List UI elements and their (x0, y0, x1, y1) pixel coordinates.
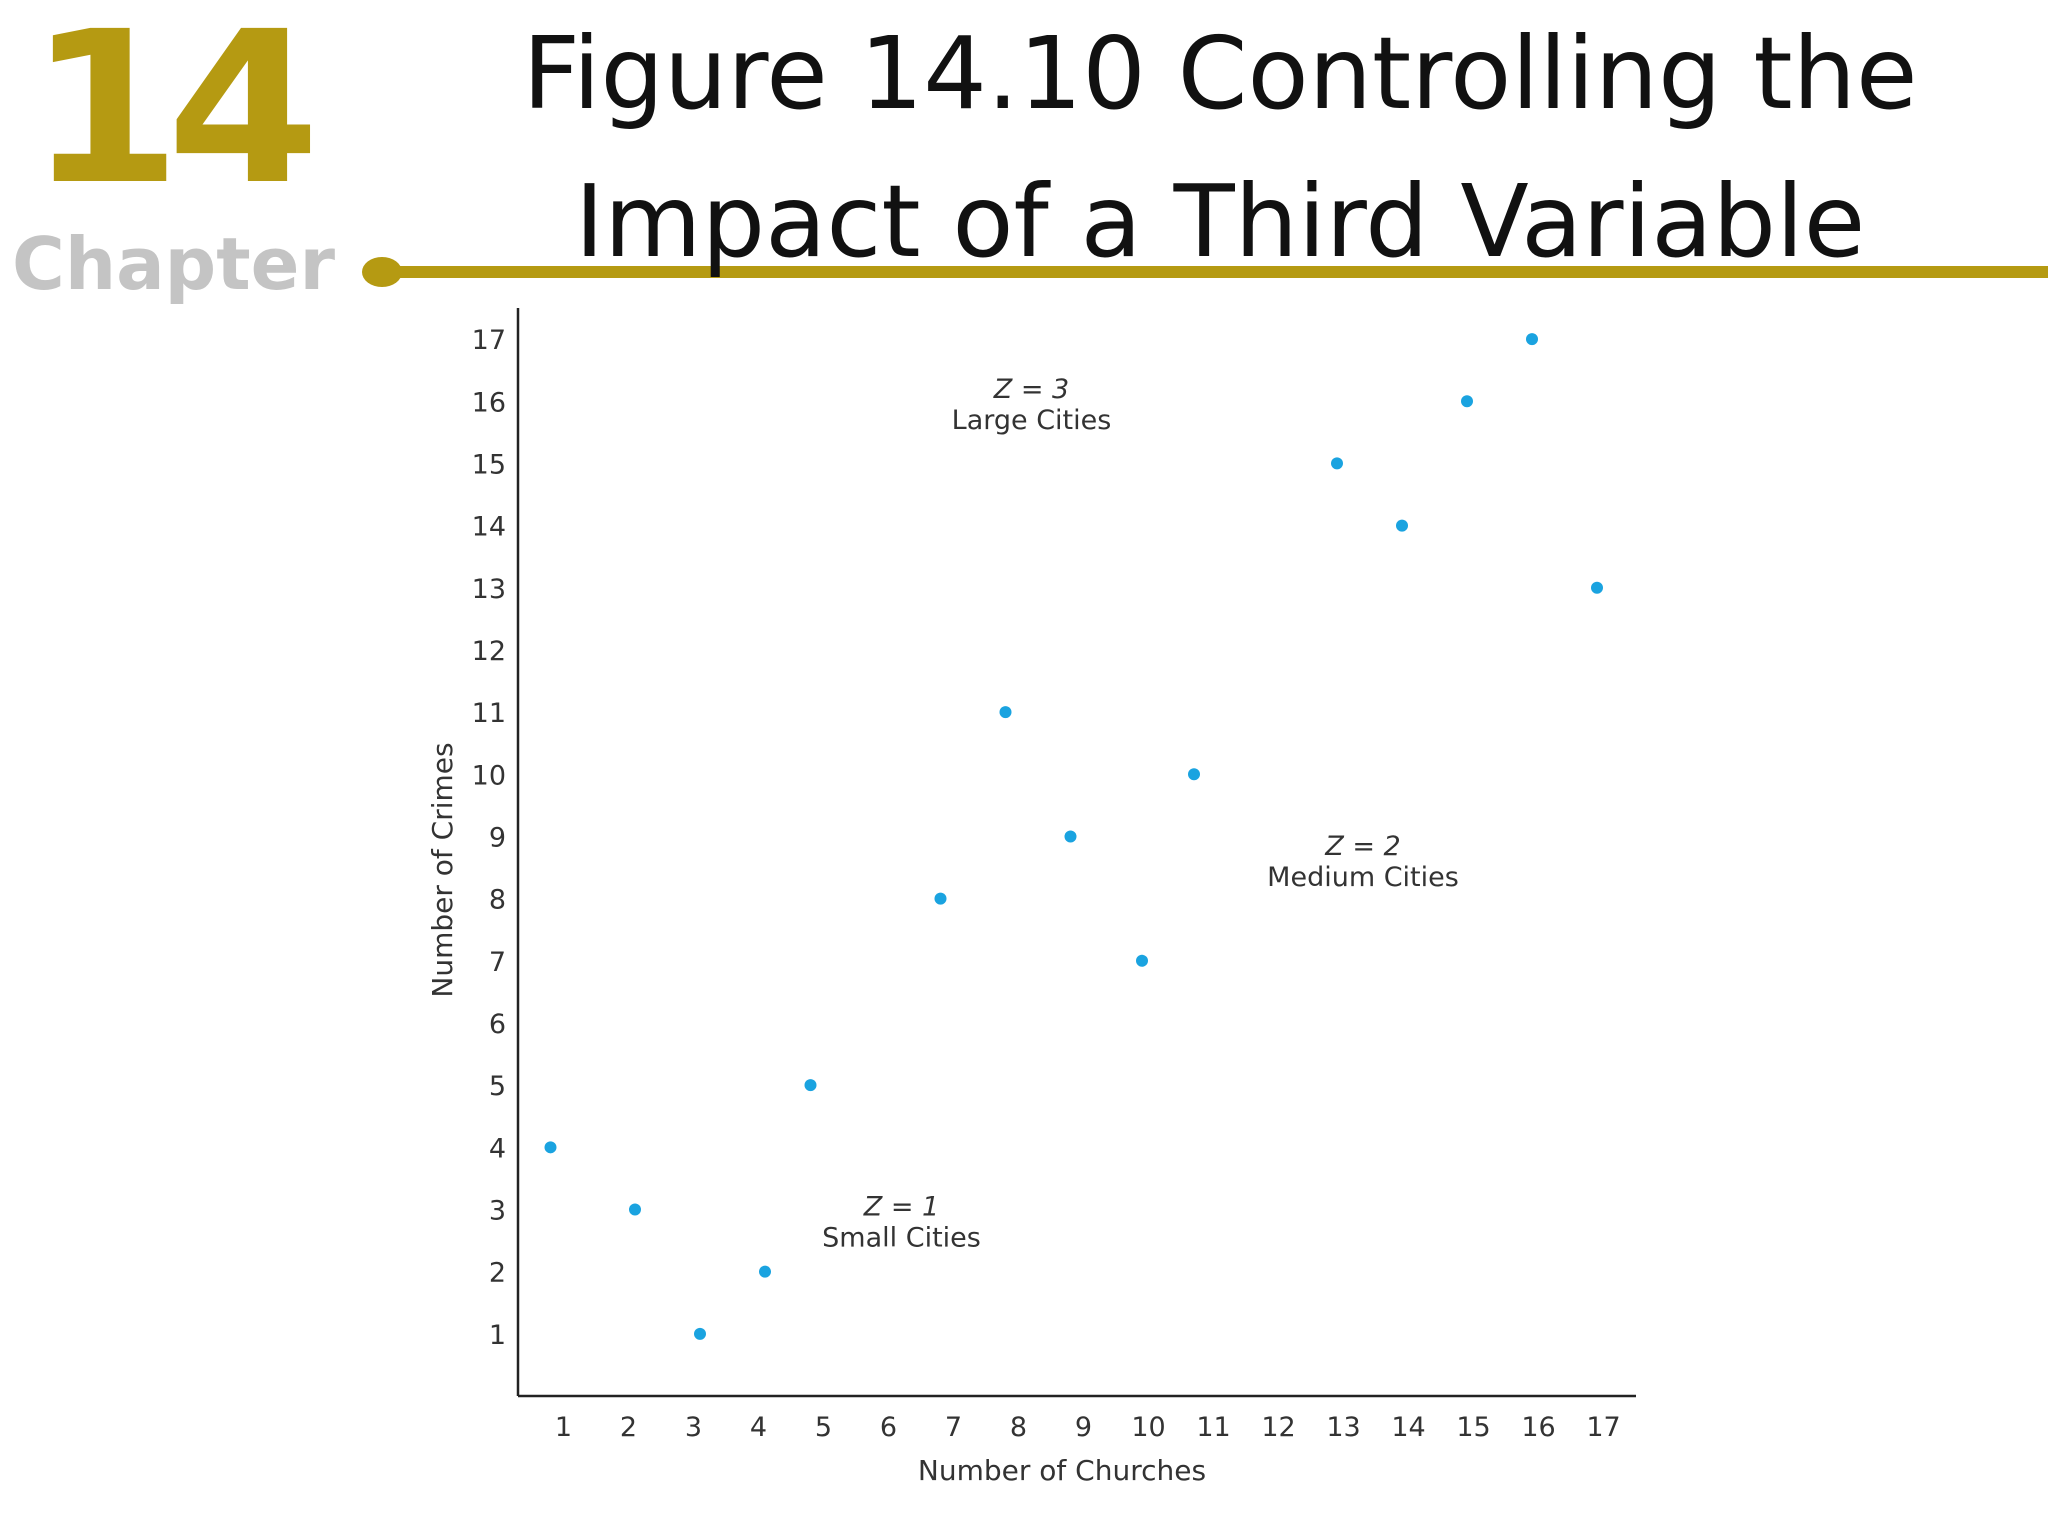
y-tick-label: 2 (489, 1258, 506, 1289)
annotation-group-label: Z = 3 (993, 374, 1069, 405)
y-tick-label: 14 (472, 512, 506, 543)
data-point (544, 1141, 557, 1154)
y-tick-label: 12 (472, 636, 506, 667)
chapter-number: 14 (28, 0, 320, 231)
y-tick-label: 15 (472, 449, 506, 480)
data-point (694, 1327, 706, 1340)
annotation-group-label: Z = 2 (1324, 831, 1400, 862)
x-tick-label: 13 (1326, 1412, 1360, 1443)
x-tick-label: 11 (1196, 1412, 1230, 1443)
x-tick-label: 12 (1261, 1412, 1295, 1443)
x-tick-label: 10 (1131, 1412, 1165, 1443)
data-point (1461, 395, 1473, 408)
y-tick-label: 16 (472, 387, 506, 418)
annotation-group-name: Medium Cities (1267, 862, 1459, 893)
data-point (1064, 830, 1077, 843)
y-tick-label: 7 (489, 947, 506, 978)
slide-title-line-2: Impact of a Third Variable (574, 163, 1866, 280)
x-tick-labels: 1 2 3 4 5 6 7 8 9 10 11 12 13 14 15 16 17 (555, 1412, 1621, 1443)
x-tick-label: 8 (1010, 1412, 1027, 1443)
data-point (934, 892, 947, 905)
data-point (1136, 954, 1148, 967)
y-tick-label: 11 (472, 698, 506, 729)
x-tick-label: 7 (945, 1412, 962, 1443)
data-point (1188, 768, 1200, 781)
y-tick-label: 3 (489, 1195, 506, 1226)
x-axis-label: Number of Churches (918, 1454, 1206, 1487)
x-tick-label: 6 (880, 1412, 897, 1443)
data-point (804, 1079, 817, 1092)
data-point (1331, 457, 1343, 470)
data-point (1591, 581, 1603, 594)
x-tick-label: 17 (1586, 1412, 1620, 1443)
slide-title: Figure 14.10 Controlling the Impact of a… (400, 0, 2040, 296)
data-point (1526, 333, 1538, 346)
x-tick-label: 5 (815, 1412, 832, 1443)
y-tick-label: 10 (472, 760, 506, 791)
x-tick-label: 15 (1456, 1412, 1490, 1443)
y-tick-label: 5 (489, 1071, 506, 1102)
x-tick-label: 14 (1391, 1412, 1425, 1443)
data-point (1396, 519, 1408, 532)
header-rule (380, 266, 2048, 278)
data-point (759, 1265, 771, 1278)
annotation-group-name: Small Cities (822, 1223, 981, 1254)
annotation-group-name: Large Cities (952, 405, 1112, 436)
data-points (544, 333, 1603, 1340)
data-point (629, 1203, 641, 1216)
y-tick-label: 1 (489, 1320, 506, 1351)
y-tick-label: 9 (489, 822, 506, 853)
slide-title-line-1: Figure 14.10 Controlling the (522, 15, 1918, 132)
x-tick-label: 1 (555, 1412, 572, 1443)
y-tick-label: 6 (489, 1009, 506, 1040)
y-tick-label: 13 (472, 574, 506, 605)
y-tick-label: 8 (489, 885, 506, 916)
y-tick-label: 4 (489, 1133, 506, 1164)
data-point (999, 706, 1012, 719)
x-tick-label: 16 (1521, 1412, 1555, 1443)
x-tick-label: 3 (685, 1412, 702, 1443)
x-tick-label: 2 (620, 1412, 637, 1443)
y-tick-label: 17 (472, 325, 506, 356)
annotation-group-label: Z = 1 (863, 1192, 939, 1223)
y-axis-label: Number of Crimes (426, 742, 459, 997)
x-tick-label: 4 (750, 1412, 767, 1443)
x-tick-label: 9 (1075, 1412, 1092, 1443)
chapter-label: Chapter (12, 222, 335, 306)
